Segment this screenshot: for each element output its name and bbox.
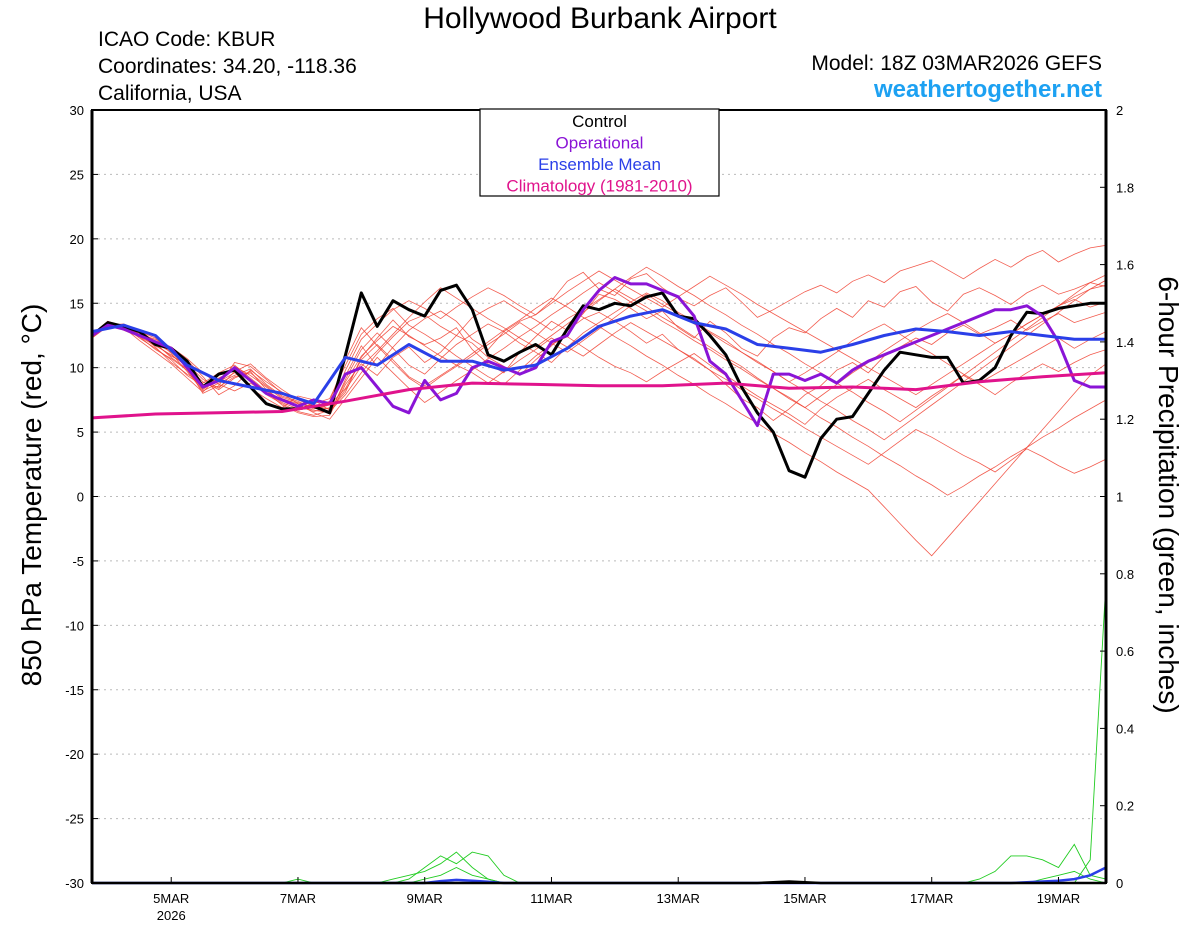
y-tick-label: 30 (70, 103, 84, 118)
region: California, USA (98, 82, 242, 105)
ensemble-member-line (91, 282, 1107, 496)
legend-item-climatology-1981-2010: Climatology (1981-2010) (506, 177, 692, 196)
y-tick-label: -15 (65, 683, 84, 698)
x-tick-label: 9MAR (407, 891, 443, 906)
legend-item-ensemble-mean: Ensemble Mean (538, 155, 661, 174)
x-tick-label: 7MAR (280, 891, 316, 906)
y2-tick-label: 1.4 (1116, 335, 1134, 350)
control-line (91, 283, 1106, 479)
x-tick-label: 11MAR (530, 891, 572, 906)
x-tick-label: 17MAR (910, 891, 953, 906)
y-tick-label: -20 (65, 747, 84, 762)
y-tick-label: 5 (77, 425, 84, 440)
y2-tick-label: 2 (1116, 103, 1123, 118)
y-tick-label: -10 (65, 618, 84, 633)
legend-box (479, 108, 720, 197)
x-tick-sublabel: 2026 (157, 908, 186, 923)
climatology-1981-2010-line (91, 371, 1107, 420)
ensemble-mean-line (91, 308, 1106, 406)
x-tick-label: 19MAR (1037, 891, 1080, 906)
coordinates: Coordinates: 34.20, -118.36 (98, 55, 357, 78)
y2-tick-label: 1.2 (1116, 412, 1134, 427)
y-tick-label: 25 (70, 167, 84, 182)
y-tick-label: -25 (65, 812, 84, 827)
chart-title: Hollywood Burbank Airport (423, 2, 777, 35)
y2-tick-label: 0.4 (1116, 721, 1134, 736)
ensemble-member-line (91, 297, 1107, 557)
y2-tick-label: 0.6 (1116, 644, 1134, 659)
y-tick-label: 10 (70, 361, 84, 376)
icao-code: ICAO Code: KBUR (98, 28, 276, 51)
precip-mean-line (92, 866, 1107, 885)
precip-member-line (92, 866, 1107, 884)
y2-tick-label: 0.8 (1116, 567, 1134, 582)
y-tick-label: 20 (70, 232, 84, 247)
x-tick-label: 15MAR (783, 891, 826, 906)
ensemble-member-line (91, 270, 1107, 410)
legend-item-operational: Operational (556, 134, 644, 153)
precip-member-line (92, 843, 1107, 884)
y-tick-label: 0 (77, 490, 84, 505)
y2-tick-label: 1 (1116, 490, 1123, 505)
y2-tick-label: 0.2 (1116, 799, 1134, 814)
y2-tick-label: 1.6 (1116, 258, 1134, 273)
y-tick-label: 15 (70, 296, 84, 311)
y2-tick-label: 1.8 (1116, 180, 1134, 195)
model-run: Model: 18Z 03MAR2026 GEFS (811, 52, 1102, 75)
precip-member-line (92, 581, 1107, 884)
ensemble-member-line (91, 322, 1107, 474)
site-link[interactable]: weathertogether.net (873, 76, 1102, 103)
ensemble-member-line (91, 288, 1107, 412)
plot-frame (91, 109, 1107, 884)
legend-item-control: Control (572, 112, 627, 131)
ensemble-member-line (91, 282, 1107, 411)
x-tick-label: 13MAR (657, 891, 700, 906)
y-tick-label: -5 (72, 554, 84, 569)
y2-tick-label: 0 (1116, 876, 1123, 891)
ensemble-member-line (91, 279, 1107, 441)
x-tick-label: 5MAR (153, 891, 189, 906)
y-tick-label: -30 (65, 876, 84, 891)
